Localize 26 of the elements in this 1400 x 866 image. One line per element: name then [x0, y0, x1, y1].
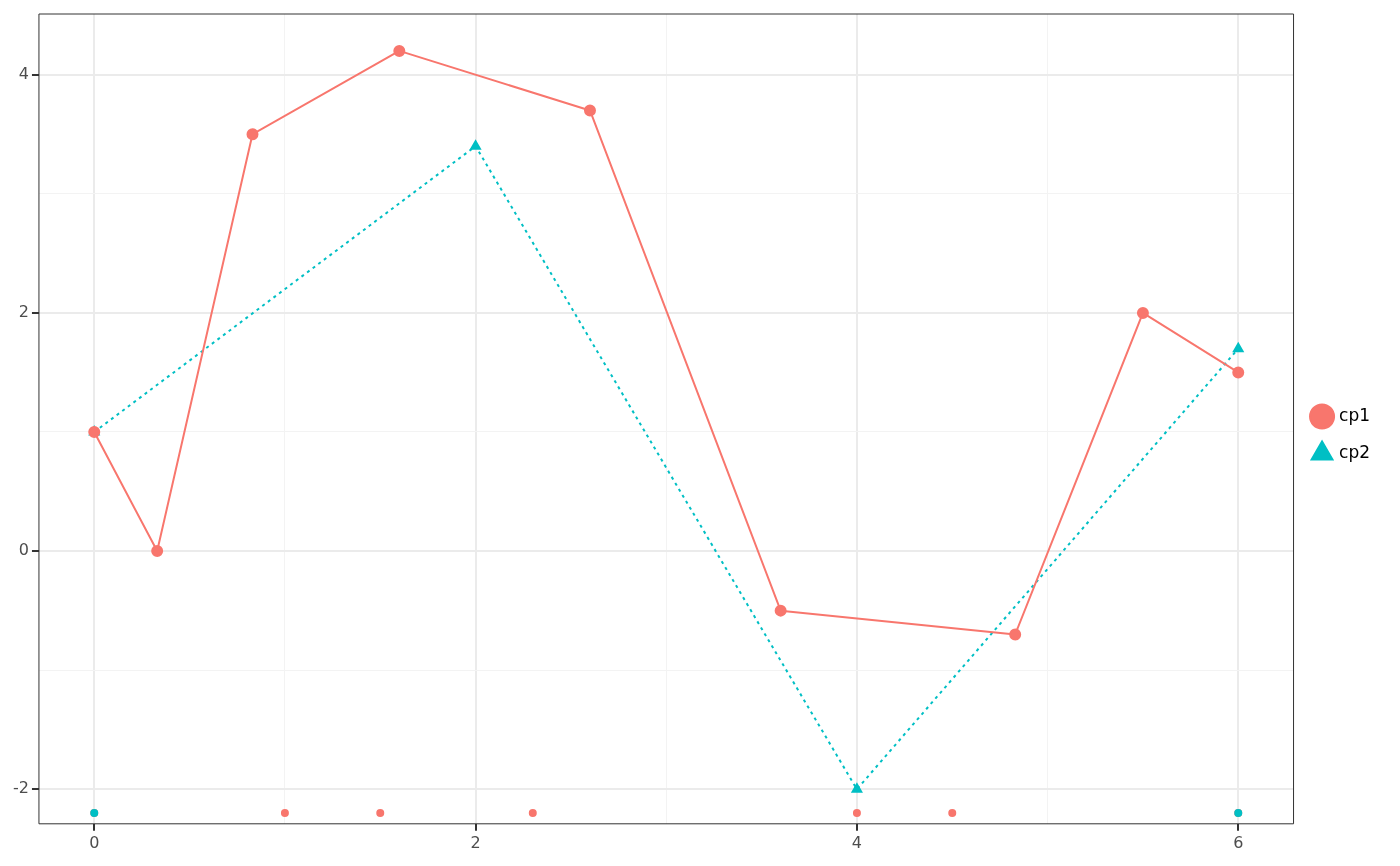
point: [151, 545, 164, 558]
point: [246, 128, 259, 141]
legend-label: cp1: [1339, 404, 1371, 425]
point: [774, 604, 787, 617]
x-tick-label: 6: [1233, 832, 1244, 852]
y-tick-label: 2: [18, 302, 29, 322]
point: [948, 809, 957, 818]
point: [583, 104, 596, 117]
y-tick-label: 0: [18, 540, 29, 560]
x-tick-label: 2: [470, 832, 481, 852]
point: [1232, 366, 1245, 379]
point: [851, 783, 863, 793]
y-tick-label: 4: [18, 63, 29, 83]
point: [393, 44, 406, 57]
point: [852, 809, 861, 818]
point: [1009, 628, 1022, 641]
y-tick-label: -2: [13, 778, 29, 798]
point: [280, 809, 289, 818]
point: [1136, 306, 1149, 319]
x-tick-label: 4: [851, 832, 863, 852]
point: [470, 140, 481, 150]
point: [376, 809, 385, 818]
x-tick-label: 0: [89, 832, 100, 852]
point: [1232, 342, 1244, 353]
point: [528, 809, 537, 818]
legend-label: cp2: [1339, 441, 1371, 462]
